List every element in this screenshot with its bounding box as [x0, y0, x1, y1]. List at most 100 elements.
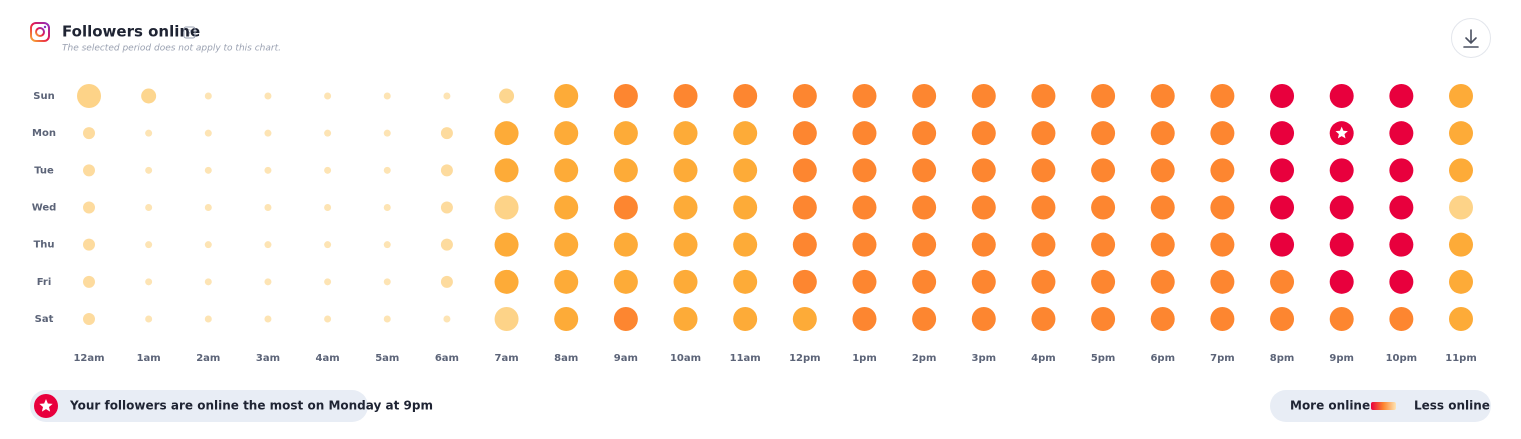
dot — [141, 88, 157, 104]
x-tick-label: 11pm — [1445, 353, 1477, 364]
dot — [733, 195, 758, 220]
dot — [554, 307, 579, 331]
dot — [204, 315, 212, 323]
help-icon[interactable]: ? — [187, 29, 191, 38]
dot — [792, 195, 817, 220]
x-tick-label: 12pm — [789, 353, 821, 364]
x-tick-label: 10am — [670, 353, 701, 364]
dot — [792, 121, 817, 146]
x-tick-label: 4pm — [1031, 353, 1056, 364]
dot — [324, 241, 332, 249]
dot — [852, 232, 877, 257]
dot — [613, 269, 638, 294]
dot — [673, 158, 698, 183]
summary-pill — [30, 390, 368, 422]
summary-star — [39, 399, 53, 412]
x-tick-label: 8pm — [1270, 353, 1295, 364]
dot — [1389, 158, 1414, 183]
dot — [499, 88, 515, 104]
dot — [1150, 307, 1175, 331]
help-icon-box[interactable] — [183, 26, 196, 39]
dot — [1449, 269, 1473, 294]
dot — [1329, 158, 1354, 183]
subtitle: The selected period does not apply to th… — [62, 44, 281, 54]
dot — [1150, 269, 1175, 294]
dot — [912, 269, 937, 294]
dot — [494, 121, 519, 146]
x-tick-label: 5am — [375, 353, 399, 364]
dot — [1091, 121, 1116, 146]
dot — [1150, 232, 1175, 257]
dot — [1031, 121, 1056, 146]
dot — [733, 158, 758, 183]
dot — [1449, 232, 1473, 257]
dot — [1389, 195, 1414, 220]
dot — [673, 307, 698, 331]
dot — [264, 278, 272, 286]
x-tick-label: 1pm — [852, 353, 877, 364]
dot — [264, 315, 272, 323]
dot — [1270, 269, 1295, 294]
y-tick-label: Fri — [37, 277, 52, 288]
x-tick-label: 9am — [614, 353, 638, 364]
x-tick-label: 9pm — [1329, 353, 1354, 364]
dot — [443, 92, 451, 100]
x-tick-label: 6am — [435, 353, 459, 364]
dot — [1270, 307, 1295, 331]
dot — [971, 158, 996, 183]
dot — [1210, 195, 1235, 220]
dot — [324, 166, 332, 174]
dot — [1031, 269, 1056, 294]
dot — [1389, 232, 1414, 257]
dot — [792, 84, 817, 108]
dot — [1329, 307, 1354, 331]
dot — [613, 195, 638, 220]
dot — [733, 232, 758, 257]
dot — [443, 315, 451, 323]
dot — [554, 84, 579, 108]
download-button[interactable] — [1451, 18, 1491, 58]
dot — [145, 129, 153, 137]
dot — [1270, 195, 1295, 220]
dot — [971, 232, 996, 257]
dot — [1031, 195, 1056, 220]
dot — [83, 127, 95, 140]
dot — [383, 92, 391, 100]
dot — [673, 269, 698, 294]
dot — [1329, 269, 1354, 294]
dot — [1210, 158, 1235, 183]
dot — [912, 121, 937, 146]
dot — [971, 121, 996, 146]
summary: Your followers are online the most on Mo… — [69, 399, 433, 413]
instagram-icon — [30, 22, 50, 42]
dot — [145, 278, 153, 286]
dot — [554, 158, 579, 183]
dot — [145, 166, 153, 174]
chart-title: Followers online — [62, 23, 200, 41]
dot — [613, 307, 638, 331]
dot — [1091, 195, 1116, 220]
x-tick-label: 2am — [196, 353, 220, 364]
dot — [324, 315, 332, 323]
x-tick-label: 10pm — [1386, 353, 1418, 364]
dot — [1389, 84, 1414, 108]
dot — [83, 201, 95, 214]
dot — [440, 164, 453, 177]
dot — [204, 92, 212, 100]
dot — [613, 232, 638, 257]
dot — [792, 269, 817, 294]
dot — [1210, 121, 1235, 146]
dot — [494, 307, 519, 331]
dot — [1210, 232, 1235, 257]
dot — [613, 121, 638, 146]
dot — [440, 201, 453, 214]
dot — [733, 307, 758, 331]
dot — [1210, 84, 1235, 108]
dot — [83, 313, 95, 325]
dot — [554, 121, 579, 146]
dot — [733, 121, 758, 146]
dot — [1389, 121, 1414, 146]
dot — [264, 129, 272, 137]
dot — [1091, 307, 1116, 331]
dot — [554, 232, 579, 257]
